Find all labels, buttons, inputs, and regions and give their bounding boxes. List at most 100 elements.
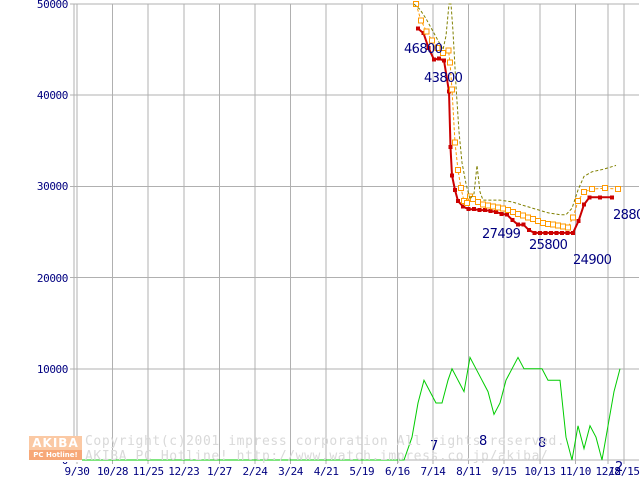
data-point-average-price xyxy=(530,216,536,223)
data-value-label: 25800 xyxy=(529,238,568,253)
data-point-average-price xyxy=(570,214,576,221)
series-line-max-price xyxy=(413,3,617,216)
data-value-label: 27499 xyxy=(482,227,521,242)
x-axis-tick-label: 3/24 xyxy=(278,465,304,478)
y-axis-tick-label: 30000 xyxy=(36,180,69,194)
data-point-average-price xyxy=(615,186,621,193)
data-point-min-price xyxy=(549,230,553,235)
data-point-min-price xyxy=(565,230,570,235)
data-point-min-price xyxy=(521,222,526,227)
x-axis-tick-label: 2/24 xyxy=(242,465,268,478)
data-point-min-price xyxy=(453,188,457,193)
akiba-logo: AKIBA PC Hotline! xyxy=(29,436,82,462)
series-line-min-price xyxy=(417,27,612,234)
data-point-average-price xyxy=(495,204,501,211)
grid-lines xyxy=(70,3,639,464)
data-point-average-price xyxy=(485,202,491,209)
data-point-average-price xyxy=(449,86,455,93)
data-point-average-price xyxy=(413,1,419,7)
data-point-average-price xyxy=(480,201,486,208)
x-axis-tick-label: 7/14 xyxy=(420,465,446,478)
data-point-min-price xyxy=(472,207,476,212)
x-axis-tick-label: 10/28 xyxy=(97,465,129,478)
x-axis-tick-label: 11/25 xyxy=(132,465,165,478)
data-point-min-price xyxy=(450,173,454,178)
x-axis-tick-label: 9/30 xyxy=(64,465,90,478)
watermark-url-line: AKIBA PC Hotline! http://www.watch.impre… xyxy=(85,449,549,464)
data-point-min-price xyxy=(571,230,575,235)
data-series-lines xyxy=(75,1,621,461)
data-point-average-price xyxy=(560,223,566,230)
data-point-average-price xyxy=(510,208,516,215)
x-axis-tick-label: 10/13 xyxy=(524,465,556,478)
data-point-average-price xyxy=(550,221,556,228)
data-point-min-price xyxy=(466,207,471,212)
data-value-label: 2 xyxy=(615,460,624,475)
data-point-average-price xyxy=(565,224,571,231)
data-point-average-price xyxy=(602,185,608,192)
data-point-min-price xyxy=(494,209,498,214)
data-point-min-price xyxy=(442,58,446,63)
data-point-min-price xyxy=(477,208,482,213)
data-point-average-price xyxy=(423,28,430,35)
data-point-average-price xyxy=(458,185,464,192)
data-point-min-price xyxy=(437,56,441,61)
data-value-label: 8 xyxy=(479,434,488,449)
data-point-average-price xyxy=(500,205,506,212)
data-point-min-price xyxy=(516,222,520,227)
data-point-min-price xyxy=(499,211,504,216)
data-point-min-price xyxy=(587,195,592,200)
data-point-min-price xyxy=(432,57,436,62)
watermark-copyright-line: Copyright(c)2001 impress corporation All… xyxy=(85,434,566,449)
data-point-min-price xyxy=(461,204,465,209)
data-point-min-price xyxy=(610,195,614,200)
x-axis-tick-label: 9/15 xyxy=(491,465,517,478)
x-axis-tick-label: 8/11 xyxy=(456,465,482,478)
series-line-average-price xyxy=(415,3,619,228)
data-point-average-price xyxy=(429,37,435,44)
x-axis-tick-label: 12/15 xyxy=(608,465,640,478)
data-point-min-price xyxy=(538,230,542,235)
data-point-min-price xyxy=(426,45,431,50)
data-point-average-price xyxy=(447,59,453,66)
data-point-average-price xyxy=(505,207,511,214)
y-axis-tick-label: 20000 xyxy=(36,271,69,285)
data-value-label: 7 xyxy=(430,439,439,454)
data-value-label: 8 xyxy=(538,436,547,451)
data-point-average-price xyxy=(515,210,521,217)
data-point-average-price xyxy=(575,197,581,204)
data-point-average-price xyxy=(452,139,458,146)
y-axis-tick-label: 40000 xyxy=(36,89,69,103)
data-point-average-price xyxy=(455,166,461,173)
data-point-average-price xyxy=(434,44,441,51)
data-point-average-price xyxy=(525,214,531,221)
data-point-average-price xyxy=(540,219,546,226)
data-point-min-price xyxy=(416,26,420,31)
akiba-logo-title: AKIBA xyxy=(29,436,82,450)
data-value-label: 43800 xyxy=(424,71,463,86)
data-value-label: 24900 xyxy=(573,253,612,268)
watermark: Copyright(c)2001 impress corporation All… xyxy=(0,432,640,466)
data-point-average-price xyxy=(445,47,452,54)
y-axis-tick-label: 50000 xyxy=(36,0,69,11)
data-point-min-price xyxy=(505,212,509,217)
x-axis-tick-label: 5/19 xyxy=(349,465,375,478)
data-point-average-price xyxy=(589,186,595,193)
x-axis-tick-label: 1/27 xyxy=(206,465,232,478)
data-point-min-price xyxy=(554,230,559,235)
data-point-min-price xyxy=(510,218,515,223)
data-point-min-price xyxy=(527,228,531,233)
x-axis-tick-label: 4/21 xyxy=(313,465,339,478)
x-axis-tick-label: 12/23 xyxy=(168,465,200,478)
data-point-average-price xyxy=(520,212,526,219)
data-point-min-price xyxy=(560,230,564,235)
x-axis-tick-label: 12/8 xyxy=(595,465,621,478)
data-point-average-price xyxy=(581,188,587,195)
data-point-average-price xyxy=(545,220,551,227)
data-point-min-price xyxy=(582,202,586,207)
data-point-min-price xyxy=(448,145,453,150)
data-value-label: 28800 xyxy=(613,208,640,223)
series-line-store-count xyxy=(75,355,621,461)
data-point-min-price xyxy=(532,230,537,235)
y-axis-tick-label: 10000 xyxy=(36,362,69,376)
